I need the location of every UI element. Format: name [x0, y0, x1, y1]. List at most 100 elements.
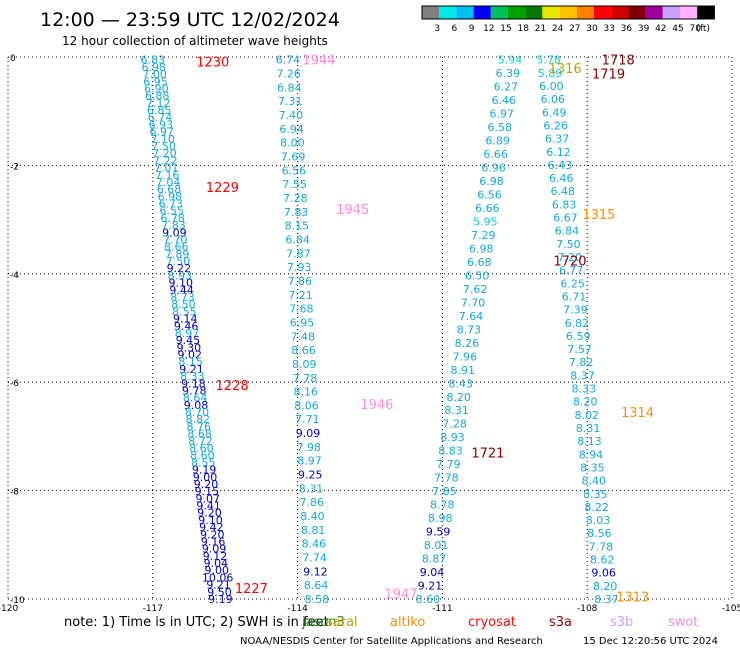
wave-height-point: 6.46 [492, 94, 517, 107]
x-tick-label: -108 [577, 604, 598, 614]
wave-height-point: 8.76 [186, 420, 211, 433]
wave-height-point: 8.64 [304, 579, 329, 592]
wave-height-point: 9.42 [199, 521, 224, 534]
wave-height-point: 7.50 [151, 140, 176, 153]
wave-height-point: 7.70 [461, 296, 486, 309]
wave-height-point: 6.56 [282, 164, 307, 177]
wave-height-point: 8.93 [440, 431, 465, 444]
x-tick-label: -117 [143, 604, 163, 614]
pass-time-label: 1721 [471, 447, 504, 462]
y-tick-label: -8 [10, 488, 19, 498]
wave-height-point: 8.81 [301, 524, 326, 537]
color-scale-tick: 18 [517, 24, 529, 34]
wave-height-point: 6.55 [159, 205, 184, 218]
pass-time-labels: 1230 1229 1228 1227 1944 1945 1946 1947 17181719… [196, 54, 654, 606]
wave-height-point: 8.02 [574, 409, 599, 422]
wave-height-point: 7.78 [293, 372, 318, 385]
color-scale-tick: 3 [434, 24, 440, 34]
color-swatch [456, 6, 474, 19]
wave-height-point: 8.73 [457, 323, 482, 336]
wave-height-point: 9.07 [196, 492, 221, 505]
wave-height-point: 6.98 [158, 190, 183, 203]
wave-height-point: 9.44 [169, 284, 194, 297]
wave-height-point: 9.46 [174, 320, 199, 333]
wave-height-point: 8.62 [590, 554, 615, 567]
wave-height-point: 7.39 [563, 304, 588, 317]
color-scale-tick: 45 [672, 24, 683, 34]
wave-height-point: 7.28 [283, 192, 308, 205]
wave-height-point: 8.40 [300, 510, 325, 523]
chart-title: 12:00 — 23:59 UTC 12/02/2024 [40, 9, 340, 31]
wave-height-point: 7.74 [302, 552, 327, 565]
wave-height-point: 9.25 [298, 469, 323, 482]
wave-height-point: 9.30 [177, 341, 202, 354]
pass-time-label: 1944 [302, 54, 335, 69]
wave-height-point: 6.48 [550, 185, 575, 198]
x-tick-label: -114 [287, 604, 308, 614]
satellite-legend-item: cryosat [468, 615, 516, 630]
wave-height-point: 9.18 [181, 377, 206, 390]
color-scale-tick: 36 [621, 24, 633, 34]
wave-height-point: 7.57 [567, 343, 592, 356]
satellite-legend-item: jason3 [301, 615, 345, 630]
wave-height-point: 9.20 [197, 507, 222, 520]
wave-height-point: 7.62 [463, 283, 488, 296]
wave-height-point: 7.78 [434, 472, 459, 485]
wave-height-point: 8.33 [180, 370, 205, 383]
wave-height-point: 8.20 [446, 391, 471, 404]
wave-height-point: 5.78 [536, 54, 561, 67]
chart-subtitle: 12 hour collection of altimeter wave hei… [62, 34, 328, 48]
wave-height-point: 6.93 [149, 118, 174, 131]
wave-height-point: 9.04 [420, 566, 445, 579]
color-scale-tick: 21 [535, 24, 546, 34]
wave-height-point: 9.20 [194, 478, 219, 491]
wave-height-point: 8.00 [280, 137, 305, 150]
wave-height-point: 8.97 [297, 455, 322, 468]
pass-time-label: 1720 [553, 254, 586, 269]
wave-height-point: 6.39 [496, 67, 521, 80]
wave-height-point: 7.00 [142, 68, 167, 81]
wave-height-point: 9.00 [205, 564, 230, 577]
wave-height-point: 6.12 [546, 146, 571, 159]
color-swatch [680, 6, 698, 19]
wave-height-point: 9.45 [176, 334, 201, 347]
wave-height-point: 9.21 [418, 580, 443, 593]
wave-height-point: 6.97 [150, 126, 175, 139]
color-swatch [697, 6, 715, 19]
wave-height-point: 8.55 [172, 305, 197, 318]
satellite-legend-item: saral [326, 615, 358, 630]
wave-height-point: 8.60 [190, 449, 215, 462]
footer-note: note: 1) Time is in UTC; 2) SWH is in fe… [64, 615, 329, 630]
wave-height-point: 8.35 [580, 461, 605, 474]
wave-height-point: 8.78 [430, 499, 455, 512]
wave-height-point: 9.06 [591, 567, 616, 580]
wave-height-point: 6.67 [553, 212, 578, 225]
wave-height-point: 8.46 [302, 538, 327, 551]
wave-height-point: 9.08 [184, 399, 209, 412]
wave-height-point: 6.84 [285, 233, 310, 246]
pass-time-label: 1228 [216, 379, 249, 394]
color-scale-tick: 42 [655, 24, 666, 34]
wave-height-point: 6.27 [494, 81, 519, 94]
wave-height-point: 5.94 [498, 54, 523, 67]
wave-height-point: 6.77 [559, 264, 584, 277]
wave-height-point: 9.14 [173, 313, 198, 326]
satellite-legend-item: swot [668, 615, 698, 630]
wave-height-point: 8.03 [586, 514, 611, 527]
wave-height-point: 7.04 [156, 176, 181, 189]
wave-height-point: 8.97 [175, 327, 200, 340]
wave-height-point: 6.95 [290, 316, 315, 329]
wave-height-point: 6.00 [539, 80, 564, 93]
wave-height-point: 7.68 [289, 303, 314, 316]
wave-height-point: 6.66 [483, 148, 508, 161]
wave-height-point: 7.85 [432, 485, 457, 498]
wave-height-point: 8.72 [188, 435, 213, 448]
wave-height-point: 7.93 [287, 261, 312, 274]
wave-height-point: 8.31 [576, 422, 601, 435]
color-scale-tick: 70 [689, 24, 701, 34]
wave-height-point: 9.78 [182, 384, 207, 397]
wave-height-point: 8.26 [455, 337, 480, 350]
wave-height-point: 8.56 [587, 527, 612, 540]
wave-height-point: 10.06 [202, 571, 234, 584]
